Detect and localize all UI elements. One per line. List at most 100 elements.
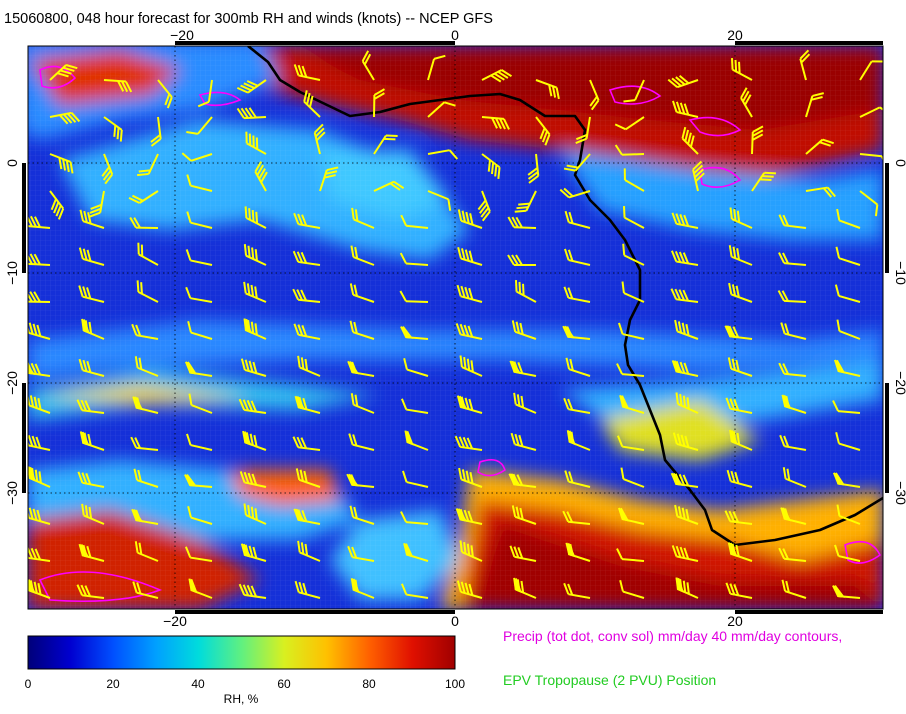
wind-barb: [427, 190, 452, 211]
wind-barb: [128, 190, 159, 204]
wind-barb: [81, 503, 105, 525]
wind-barb: [319, 166, 339, 192]
wind-barb: [400, 326, 429, 340]
lat-labels-left: 0 −10 −20 −30: [4, 159, 20, 505]
wind-barb: [185, 249, 213, 266]
wind-barb: [575, 116, 591, 145]
wind-barb: [294, 395, 321, 414]
wind-barb: [836, 504, 861, 525]
wind-barb: [28, 434, 51, 451]
wind-barb: [403, 358, 429, 377]
wind-barb: [562, 325, 591, 340]
wind-barb: [49, 153, 74, 174]
wind-barb: [778, 362, 807, 377]
lon-label-top-w20: −20: [170, 27, 194, 43]
wind-barb: [619, 580, 645, 599]
wind-barb: [28, 361, 51, 377]
wind-barb: [187, 321, 213, 340]
wind-barb: [671, 360, 699, 377]
wind-barb: [589, 79, 600, 111]
wind-barb: [618, 322, 645, 340]
wind-barb: [728, 245, 753, 266]
wind-barb: [672, 100, 699, 118]
wind-barb: [293, 323, 321, 340]
colorbar-tick-100: 100: [445, 677, 465, 691]
wind-barb: [244, 206, 267, 229]
wind-barb: [186, 433, 213, 451]
wind-barb: [187, 506, 213, 525]
wind-barb: [781, 394, 807, 414]
coastline: [247, 46, 883, 547]
colorbar-tick-0: 0: [25, 677, 32, 691]
colorbar: [27, 635, 456, 670]
wind-barb: [76, 584, 105, 599]
wind-barb: [132, 396, 159, 414]
lat-label-right-s30: −30: [893, 481, 906, 505]
wind-barb: [563, 286, 591, 303]
map-title: 15060800, 048 hour forecast for 300mb RH…: [4, 11, 493, 27]
wind-barb: [347, 545, 375, 562]
wind-barb: [351, 207, 375, 229]
wind-barb: [535, 79, 560, 100]
wind-barb: [185, 286, 213, 303]
wind-barb: [427, 54, 446, 81]
lon-labels-top: −20 0 20: [170, 27, 743, 43]
wind-barb: [427, 101, 456, 118]
lat-labels-right: 0 −10 −20 −30: [893, 159, 906, 505]
wind-barb: [481, 116, 510, 130]
wind-barb: [724, 325, 753, 340]
wind-barb: [293, 64, 321, 81]
wind-barb: [564, 470, 591, 488]
wind-barb: [150, 116, 162, 147]
wind-barb: [621, 281, 645, 303]
wind-barb: [349, 320, 375, 340]
wind-barb: [832, 585, 861, 599]
lat-label-left-s20: −20: [4, 371, 20, 395]
wind-barb: [459, 540, 483, 562]
wind-barb: [456, 284, 483, 303]
wind-barb: [184, 474, 213, 488]
wind-barb: [727, 542, 753, 562]
wind-barb: [527, 153, 540, 184]
wind-barb: [456, 580, 483, 599]
wind-barb: [836, 208, 861, 229]
wind-barb: [779, 434, 807, 451]
wind-barb: [781, 579, 807, 599]
wind-barb: [28, 253, 51, 266]
wind-barb: [79, 209, 105, 229]
wind-barb: [243, 503, 267, 525]
wind-barb: [777, 290, 807, 303]
wind-barb: [137, 242, 159, 266]
wind-barb: [136, 153, 159, 177]
wind-barb: [129, 217, 159, 229]
wind-barb: [725, 582, 753, 599]
wind-barb: [859, 60, 883, 81]
wind-barb: [513, 392, 537, 414]
wind-barb: [78, 285, 105, 303]
wind-barb: [724, 510, 753, 525]
wind-barb: [778, 214, 807, 229]
wind-barb: [184, 361, 213, 377]
wind-barb: [350, 393, 375, 414]
wind-barb: [726, 469, 753, 488]
wind-barb: [834, 284, 861, 303]
wind-barb: [481, 153, 501, 179]
wind-barb: [181, 152, 213, 162]
legend-precip: Precip (tot dot, conv sol) mm/day 40 mm/…: [503, 628, 843, 644]
wind-barb: [614, 144, 645, 156]
wind-barb: [81, 318, 105, 340]
lat-label-right-s20: −20: [893, 371, 906, 395]
wind-barb: [88, 190, 105, 218]
wind-barb: [157, 79, 173, 109]
wind-barb: [101, 153, 114, 185]
wind-barb: [674, 319, 699, 340]
wind-barb: [782, 467, 807, 488]
wind-barb: [456, 395, 483, 414]
colorbar-tick-80: 80: [362, 677, 376, 691]
wind-barb: [681, 126, 699, 155]
wind-barb: [622, 243, 645, 266]
wind-barb: [563, 582, 591, 599]
wind-barb: [293, 508, 321, 525]
wind-barb: [103, 116, 123, 142]
